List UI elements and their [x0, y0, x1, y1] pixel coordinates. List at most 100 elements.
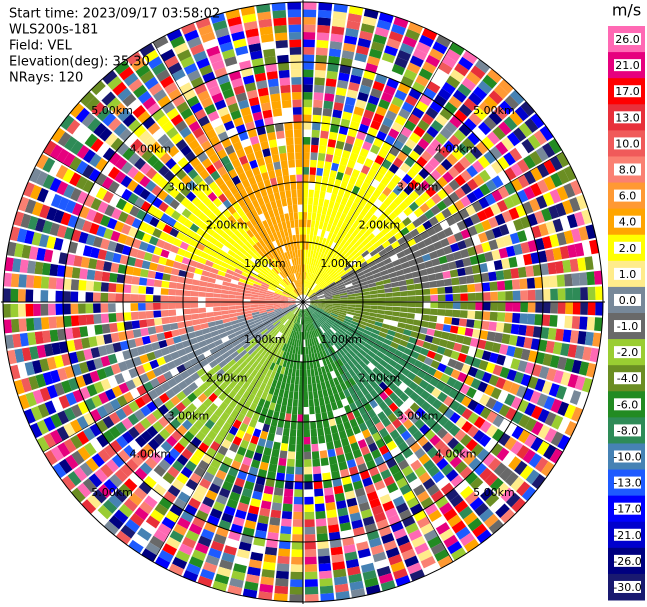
- radar-gate: [223, 189, 233, 199]
- radar-gate: [260, 313, 268, 319]
- radar-gate: [221, 285, 230, 291]
- radar-gate: [562, 329, 572, 343]
- radar-gate: [263, 554, 277, 564]
- radar-gate: [315, 175, 323, 184]
- radar-gate: [284, 268, 290, 277]
- radar-gate: [290, 353, 295, 362]
- radar-gate: [326, 248, 333, 257]
- radar-gate: [355, 204, 364, 214]
- radar-gate: [381, 240, 391, 249]
- radar-gate: [265, 186, 274, 196]
- radar-gate: [258, 297, 266, 301]
- radar-gate: [519, 465, 534, 480]
- radar-gate: [495, 322, 505, 333]
- radar-gate: [414, 447, 426, 459]
- radar-gate: [556, 169, 570, 185]
- radar-gate: [273, 295, 281, 299]
- radar-gate: [364, 241, 373, 250]
- radar-gate: [289, 305, 297, 309]
- radar-gate: [183, 132, 196, 145]
- radar-gate: [278, 457, 287, 467]
- radar-gate: [243, 399, 252, 409]
- radar-gate: [504, 182, 517, 196]
- radar-gate: [371, 328, 381, 336]
- radar-gate: [473, 273, 482, 283]
- radar-gate: [151, 108, 166, 122]
- radar-gate: [282, 374, 288, 383]
- radar-gate: [263, 48, 276, 58]
- radar-gate: [465, 275, 475, 284]
- radar-gate: [138, 481, 152, 495]
- radar-gate: [269, 315, 278, 321]
- radar-gate: [248, 358, 256, 367]
- radar-gate: [165, 258, 175, 268]
- radar-gate: [313, 312, 319, 319]
- radar-gate: [391, 240, 401, 249]
- radar-gate: [304, 309, 307, 317]
- radar-gate: [328, 268, 335, 276]
- radar-gate: [296, 429, 303, 437]
- radar-gate: [388, 163, 400, 174]
- radar-gate: [395, 327, 405, 334]
- radar-gate: [386, 221, 396, 231]
- radar-gate: [417, 262, 426, 271]
- radar-gate: [221, 232, 231, 241]
- radar-gate: [524, 117, 539, 133]
- radar-gate: [472, 187, 485, 200]
- radar-gate: [73, 338, 83, 351]
- radar-gate: [494, 332, 504, 343]
- radar-gate: [280, 442, 289, 452]
- radar-gate: [357, 37, 372, 48]
- radar-gate: [300, 309, 303, 317]
- radar-gate: [138, 311, 147, 320]
- radar-gate: [486, 331, 496, 342]
- radar-gate: [19, 332, 29, 347]
- radar-gate: [589, 347, 600, 363]
- radar-gate: [201, 122, 214, 134]
- radar-gate: [332, 11, 347, 21]
- radar-gate: [348, 272, 357, 278]
- radar-gate: [340, 297, 348, 300]
- radar-gate: [445, 75, 461, 89]
- radar-gate: [284, 344, 290, 352]
- radar-gate: [429, 100, 443, 113]
- radar-gate: [63, 438, 77, 454]
- radar-gate: [213, 293, 221, 298]
- radar-gate: [218, 347, 228, 356]
- radar-gate: [41, 262, 51, 276]
- radar-gate: [592, 332, 602, 347]
- radar-gate: [181, 419, 193, 431]
- radar-gate: [516, 444, 530, 460]
- radar-gate: [529, 150, 543, 166]
- radar-gate: [308, 346, 312, 355]
- radar-gate: [321, 122, 330, 132]
- radar-gate: [213, 311, 222, 317]
- radar-gate: [548, 138, 562, 154]
- radar-gate: [317, 302, 326, 305]
- radar-gate: [401, 144, 413, 156]
- radar-gate: [56, 224, 68, 238]
- radar-gate: [292, 534, 303, 542]
- radar-gate: [404, 555, 419, 568]
- radar-gate: [179, 241, 189, 251]
- radar-gate: [420, 320, 429, 328]
- radar-gate: [517, 266, 527, 278]
- radar-gate: [331, 26, 345, 36]
- radar-gate: [367, 319, 376, 325]
- radar-gate: [270, 317, 278, 323]
- radar-gate: [311, 376, 316, 384]
- radar-gate: [327, 363, 334, 372]
- radar-gate: [363, 365, 372, 374]
- radar-gate: [291, 549, 303, 557]
- radar-gate: [396, 151, 408, 162]
- radar-gate: [318, 2, 333, 11]
- radar-gate: [263, 341, 270, 349]
- radar-gate: [331, 290, 340, 295]
- radar-gate: [376, 182, 386, 193]
- radar-gate: [193, 466, 206, 478]
- radar-gate: [210, 540, 225, 552]
- radar-gate: [364, 220, 373, 230]
- radar-gate: [223, 120, 235, 131]
- radar-gate: [297, 421, 303, 430]
- radar-gate: [395, 269, 405, 277]
